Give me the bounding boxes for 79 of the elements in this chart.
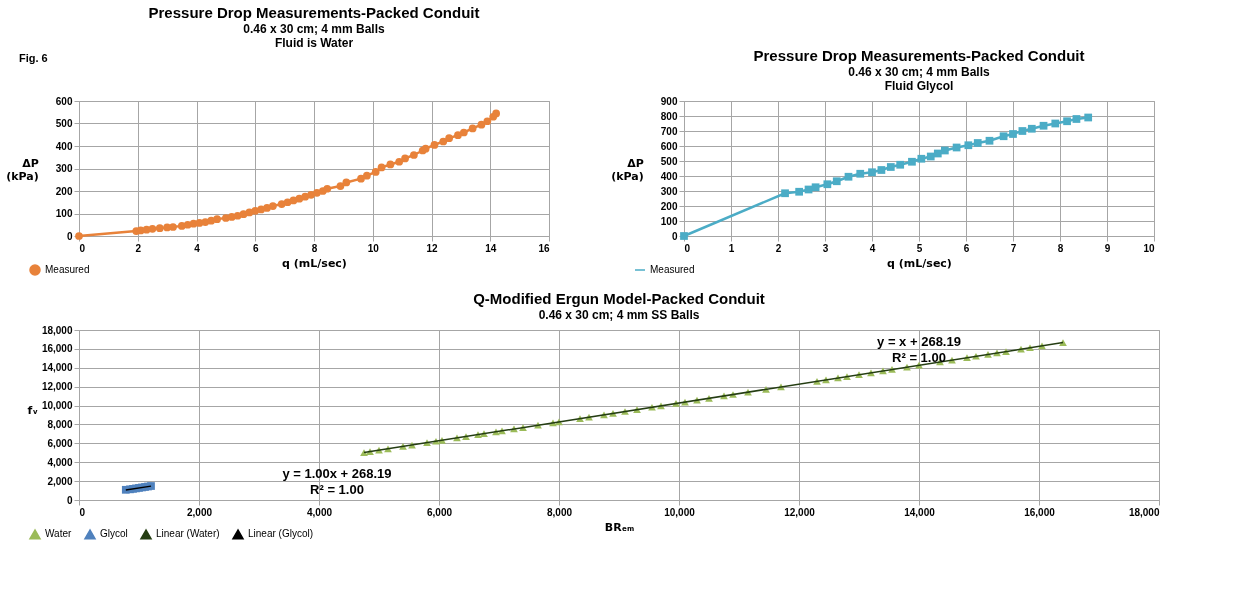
- chart-title: Pressure Drop Measurements-Packed Conduit: [753, 47, 1085, 64]
- x-tick-label: 9: [1104, 242, 1111, 254]
- legend-label: Linear (Water): [156, 528, 220, 540]
- x-tick-label: 16,000: [1024, 506, 1056, 518]
- x-tick-label: 2,000: [186, 506, 213, 518]
- chart-subtitle: 0.46 x 30 cm; 4 mm SS Balls: [538, 308, 700, 322]
- y-tick-label: 200: [660, 200, 678, 212]
- y-tick-label: 0: [66, 230, 73, 242]
- legend-label: Water: [45, 528, 72, 540]
- x-tick-label: 10: [1143, 242, 1155, 254]
- y-tick-label: 14,000: [41, 362, 73, 374]
- x-tick-label: 0: [79, 506, 86, 518]
- y-tick-label: 600: [660, 140, 678, 152]
- x-tick-label: 8: [311, 242, 318, 254]
- y-tick-label: 600: [55, 95, 73, 107]
- chart-subtitle: 0.46 x 30 cm; 4 mm Balls Fluid is Water: [243, 22, 386, 50]
- x-tick-label: 7: [1010, 242, 1017, 254]
- x-tick-label: 6: [963, 242, 970, 254]
- y-tick-label: 300: [660, 185, 678, 197]
- y-tick-label: 12,000: [41, 381, 73, 393]
- legend-label: Linear (Glycol): [248, 528, 314, 540]
- x-axis-title: q (mL/sec): [282, 256, 347, 270]
- x-tick-label: 0: [79, 242, 86, 254]
- y-tick-label: 700: [660, 125, 678, 137]
- y-tick-label: 400: [660, 170, 678, 182]
- y-axis-title: ΔP (kPa): [611, 157, 644, 183]
- x-tick-label: 6: [252, 242, 259, 254]
- x-tick-label: 12,000: [784, 506, 816, 518]
- x-tick-label: 18,000: [1128, 506, 1160, 518]
- y-tick-label: 16,000: [41, 343, 73, 355]
- x-tick-label: 5: [916, 242, 923, 254]
- annotation: y = x + 268.19: [877, 334, 961, 349]
- chart-subtitle: 0.46 x 30 cm; 4 mm Balls Fluid Glycol: [848, 65, 991, 93]
- y-tick-label: 6,000: [47, 437, 73, 449]
- x-tick-label: 10: [367, 242, 380, 254]
- legend-label: Measured: [650, 264, 695, 275]
- y-tick-label: 10,000: [41, 400, 73, 412]
- y-tick-label: 300: [55, 163, 73, 174]
- legend-label: Glycol: [100, 528, 128, 540]
- x-tick-label: 14,000: [904, 506, 936, 518]
- x-tick-label: 8: [1057, 242, 1064, 254]
- y-tick-label: 100: [55, 208, 73, 219]
- x-tick-label: 2: [135, 242, 142, 254]
- x-tick-label: 4: [869, 242, 876, 254]
- annotation: R² = 1.00: [892, 350, 946, 365]
- annotation: y = 1.00x + 268.19: [282, 466, 392, 481]
- x-tick-label: 4: [194, 242, 201, 254]
- y-tick-label: 900: [660, 95, 678, 107]
- x-tick-label: 16: [538, 242, 550, 254]
- x-axis-title: BRₑₘ: [604, 520, 635, 534]
- annotation: R² = 1.00: [310, 482, 364, 497]
- y-tick-label: 100: [660, 215, 678, 227]
- y-tick-label: 500: [660, 155, 678, 167]
- chart-title: Q-Modified Ergun Model-Packed Conduit: [473, 290, 765, 307]
- y-tick-label: 8,000: [47, 418, 73, 430]
- x-tick-label: 6,000: [426, 506, 453, 518]
- legend-label: Measured: [45, 264, 90, 275]
- x-tick-label: 8,000: [546, 506, 573, 518]
- y-tick-label: 0: [66, 494, 73, 506]
- x-axis-title: q (mL/sec): [887, 256, 952, 270]
- y-tick-label: 200: [55, 185, 73, 197]
- y-tick-label: 400: [55, 140, 73, 152]
- x-tick-label: 4,000: [306, 506, 333, 518]
- y-tick-label: 18,000: [41, 324, 73, 336]
- x-tick-label: 1: [728, 242, 735, 254]
- x-tick-label: 0: [684, 242, 691, 254]
- y-tick-label: 500: [55, 118, 73, 129]
- chart-title: Pressure Drop Measurements-Packed Conduit: [148, 4, 480, 21]
- x-tick-label: 12: [426, 242, 438, 254]
- y-tick-label: 2,000: [47, 475, 73, 487]
- y-tick-label: 4,000: [47, 456, 73, 468]
- y-axis-title: fᵥ: [27, 403, 38, 417]
- x-tick-label: 2: [775, 242, 782, 254]
- x-tick-label: 14: [485, 242, 497, 254]
- x-tick-label: 3: [822, 242, 829, 254]
- y-axis-title: ΔP (kPa): [6, 157, 39, 183]
- caption: Fig. 6: [19, 52, 48, 64]
- y-tick-label: 0: [671, 230, 678, 242]
- y-tick-label: 800: [660, 110, 678, 122]
